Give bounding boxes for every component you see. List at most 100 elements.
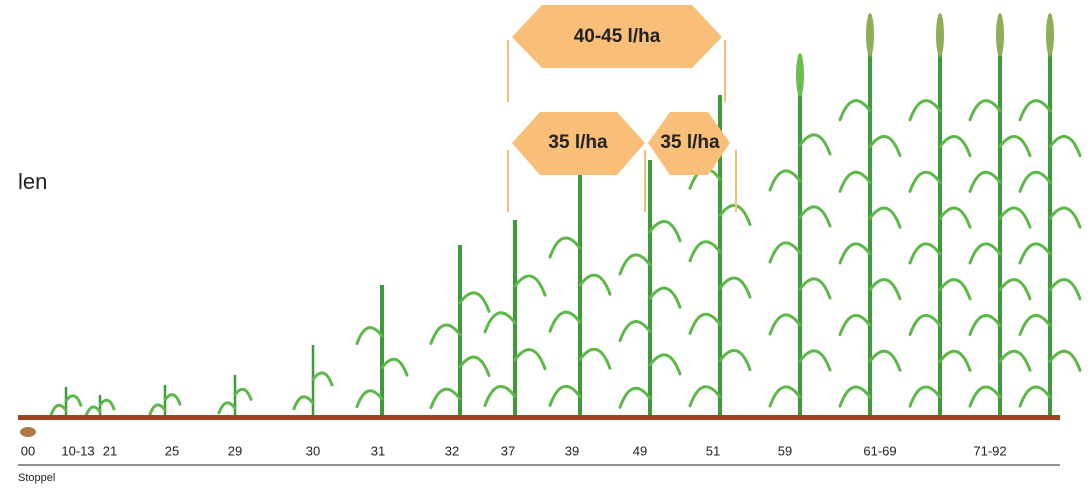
stage-label: 59: [778, 443, 792, 458]
leaf: [431, 389, 460, 407]
stage-label: 25: [165, 443, 179, 458]
dose-label: 40-45 l/ha: [574, 26, 661, 47]
leaf: [1020, 315, 1050, 334]
leaf: [1020, 387, 1050, 406]
leaf: [650, 355, 680, 374]
leaf: [550, 238, 580, 257]
leaf: [357, 391, 382, 407]
leaf: [910, 101, 940, 120]
leaf: [1050, 136, 1080, 155]
leaf: [970, 172, 1000, 191]
leaf: [1000, 208, 1030, 227]
leaf: [1050, 351, 1080, 370]
seed: [20, 427, 36, 437]
leaf: [550, 386, 580, 405]
leaf: [86, 407, 100, 416]
plants: [51, 13, 1080, 416]
leaf: [800, 351, 830, 370]
leaf: [770, 243, 800, 262]
stage-label: 00: [21, 443, 35, 458]
leaf: [1020, 172, 1050, 191]
leaf: [620, 322, 650, 341]
ear: [866, 13, 874, 57]
leaf: [235, 389, 251, 399]
leaf: [800, 207, 830, 226]
stage-label: 30: [306, 443, 320, 458]
leaf: [66, 396, 81, 405]
leaf: [313, 373, 332, 385]
ear: [796, 53, 804, 97]
stage-label: 29: [228, 443, 242, 458]
leaf: [970, 315, 1000, 334]
leaf: [870, 136, 900, 155]
stage-label: 39: [565, 443, 579, 458]
leaf: [620, 388, 650, 407]
ear: [936, 13, 944, 57]
leaf: [580, 349, 610, 368]
leaf: [165, 395, 180, 405]
leaf: [800, 279, 830, 298]
leaf: [870, 351, 900, 370]
leaf: [150, 405, 165, 415]
leaf: [1000, 280, 1030, 299]
stage-label: 49: [633, 443, 647, 458]
ear: [996, 13, 1004, 57]
leaf: [485, 313, 515, 332]
ground-line: [18, 415, 1060, 420]
leaf: [515, 350, 545, 369]
leaf: [1020, 101, 1050, 120]
stage-label: 21: [103, 443, 117, 458]
leaf: [840, 172, 870, 191]
leaf: [431, 325, 460, 343]
leaf: [970, 244, 1000, 263]
leaf: [100, 400, 114, 409]
leaf: [940, 280, 970, 299]
leaf: [770, 315, 800, 334]
leaf: [382, 359, 407, 375]
leaf: [650, 221, 680, 240]
leaf: [51, 405, 66, 414]
leaf: [1000, 136, 1030, 155]
leaf: [294, 397, 313, 409]
leaf: [940, 351, 970, 370]
leaf: [720, 350, 750, 369]
leaf: [840, 101, 870, 120]
leaf: [970, 101, 1000, 120]
dose-label: 35 l/ha: [548, 132, 608, 153]
leaf: [690, 387, 720, 406]
leaf: [515, 276, 545, 295]
side-text: len: [18, 169, 47, 194]
leaf: [1050, 280, 1080, 299]
ear: [1046, 13, 1054, 57]
leaf: [800, 135, 830, 154]
leaf: [910, 315, 940, 334]
leaf: [910, 244, 940, 263]
stage-label: 37: [501, 443, 515, 458]
leaf: [485, 386, 515, 405]
leaf: [720, 278, 750, 297]
leaf: [690, 314, 720, 333]
leaf: [460, 357, 489, 375]
leaf: [1050, 208, 1080, 227]
leaf: [650, 288, 680, 307]
leaf: [219, 403, 235, 413]
leaf: [460, 293, 489, 311]
stage-label: 32: [445, 443, 459, 458]
leaf: [910, 172, 940, 191]
leaf: [1000, 351, 1030, 370]
stage-label: 31: [371, 443, 385, 458]
stage-label: 10-13: [61, 443, 94, 458]
growth-stage-diagram: len 40-45 l/ha 35 l/ha 35 l/ha Stoppel 0…: [0, 0, 1091, 488]
dose-label: 35 l/ha: [660, 132, 720, 153]
leaf: [690, 242, 720, 261]
stage-label: 61-69: [863, 443, 896, 458]
leaf: [870, 280, 900, 299]
leaf: [840, 315, 870, 334]
leaf: [840, 244, 870, 263]
leaf: [940, 208, 970, 227]
stage-label: 71-92: [973, 443, 1006, 458]
leaf: [620, 255, 650, 274]
footer: Stoppel: [18, 472, 55, 484]
leaf: [840, 387, 870, 406]
leaf: [870, 208, 900, 227]
